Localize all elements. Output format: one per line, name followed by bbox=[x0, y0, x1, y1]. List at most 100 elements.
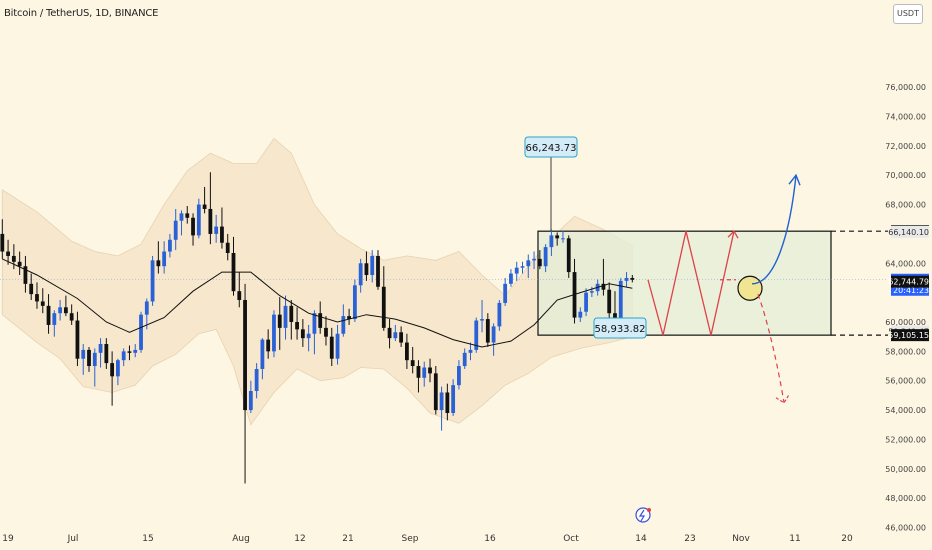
y-tick-label: 50,000.00 bbox=[885, 465, 926, 474]
candle-body bbox=[584, 292, 588, 312]
candle-body bbox=[214, 226, 219, 234]
candle-body bbox=[618, 280, 623, 318]
candle-body bbox=[289, 305, 294, 322]
candle-body bbox=[445, 392, 450, 414]
candle-body bbox=[116, 360, 120, 377]
y-tick-label: 64,000.00 bbox=[885, 259, 926, 268]
candle-body bbox=[462, 352, 467, 367]
candle-body bbox=[254, 368, 259, 391]
candle-body bbox=[526, 260, 531, 267]
x-tick-label: 20 bbox=[841, 534, 853, 544]
x-tick-label: Oct bbox=[563, 534, 579, 544]
y-tick-label: 74,000.00 bbox=[885, 112, 926, 121]
high-annotation: 66,243.73 bbox=[526, 143, 577, 154]
zigzag-arrowhead bbox=[727, 230, 739, 239]
y-tick-label: 60,000.00 bbox=[885, 318, 926, 327]
zigzag-projection bbox=[647, 231, 735, 336]
x-tick-label: 11 bbox=[789, 534, 800, 544]
price-label-bg bbox=[891, 275, 929, 288]
candle-body bbox=[474, 320, 479, 350]
candle-body bbox=[566, 238, 571, 273]
candle-body bbox=[139, 314, 143, 350]
candle-body bbox=[40, 301, 45, 306]
candle-body bbox=[35, 294, 39, 302]
candle-body bbox=[537, 258, 542, 267]
candle-body bbox=[272, 314, 276, 352]
candle-body bbox=[532, 258, 536, 261]
candle-body bbox=[243, 299, 247, 411]
x-tick-label: 16 bbox=[484, 534, 496, 544]
candle-body bbox=[208, 208, 213, 234]
event-icon bbox=[635, 507, 651, 523]
x-tick-label: Jul bbox=[67, 534, 79, 544]
y-tick-label: 56,000.00 bbox=[885, 377, 926, 386]
candle-body bbox=[381, 286, 386, 328]
x-tick-label: Aug bbox=[232, 534, 250, 544]
candle-body bbox=[433, 373, 438, 411]
range-box bbox=[537, 230, 832, 336]
currency-selector[interactable]: USDT bbox=[893, 4, 923, 24]
candle-body bbox=[422, 367, 427, 378]
x-tick-label: 23 bbox=[684, 534, 695, 544]
candle-body bbox=[98, 344, 103, 353]
candle-body bbox=[92, 352, 97, 367]
price-label-bg bbox=[891, 225, 929, 238]
y-tick-label: 70,000.00 bbox=[885, 171, 926, 180]
candle-body bbox=[248, 390, 253, 411]
candle-body bbox=[277, 314, 282, 328]
candle-body bbox=[52, 313, 57, 325]
y-tick-label: 58,000.00 bbox=[885, 347, 926, 356]
candle-body bbox=[324, 327, 328, 337]
candle-body bbox=[439, 392, 444, 411]
candle-body bbox=[225, 242, 230, 254]
candle-body bbox=[549, 235, 554, 248]
candle-body bbox=[457, 366, 461, 386]
price-label: 62,744.79 bbox=[888, 278, 929, 287]
bollinger-band bbox=[1, 137, 633, 426]
candle-body bbox=[607, 289, 612, 314]
x-tick-label: 21 bbox=[342, 534, 353, 544]
candle-body bbox=[58, 307, 62, 314]
candle-body bbox=[352, 285, 357, 320]
candle-body bbox=[0, 233, 5, 252]
candle-body bbox=[168, 239, 172, 252]
y-tick-label: 68,000.00 bbox=[885, 201, 926, 210]
candle-body bbox=[630, 277, 635, 280]
candle-body bbox=[509, 273, 513, 284]
y-tick-label: 76,000.00 bbox=[885, 83, 926, 92]
y-tick-label: 48,000.00 bbox=[885, 494, 926, 503]
candle-body bbox=[376, 255, 380, 287]
candle-body bbox=[497, 302, 502, 327]
candle-body bbox=[329, 336, 334, 359]
candle-body bbox=[410, 360, 415, 367]
y-tick-label: 52,000.00 bbox=[885, 435, 926, 444]
candle-body bbox=[260, 339, 265, 369]
candle-body bbox=[451, 385, 456, 414]
candle-body bbox=[202, 204, 207, 209]
candle-body bbox=[144, 301, 149, 315]
candle-body bbox=[312, 313, 317, 334]
candle-body bbox=[162, 251, 167, 267]
candle-body bbox=[561, 238, 565, 240]
candle-body bbox=[196, 204, 201, 236]
candle-body bbox=[514, 267, 519, 274]
x-tick-label: 19 bbox=[2, 534, 14, 544]
candle-body bbox=[266, 339, 271, 352]
candle-body bbox=[156, 260, 161, 267]
candle-body bbox=[370, 255, 375, 276]
candle-body bbox=[121, 351, 126, 361]
breakdown-arrowhead bbox=[775, 394, 790, 404]
candle-body bbox=[75, 320, 80, 359]
candle-body bbox=[185, 213, 190, 218]
candle-body bbox=[69, 313, 74, 321]
candle-body bbox=[179, 213, 184, 221]
candle-body bbox=[335, 333, 340, 359]
candle-body bbox=[295, 322, 299, 330]
x-tick-label: 12 bbox=[294, 534, 305, 544]
candle-body bbox=[17, 261, 22, 267]
breakout-circle bbox=[737, 275, 763, 301]
candle-body bbox=[127, 351, 132, 353]
candle-body bbox=[416, 366, 421, 378]
